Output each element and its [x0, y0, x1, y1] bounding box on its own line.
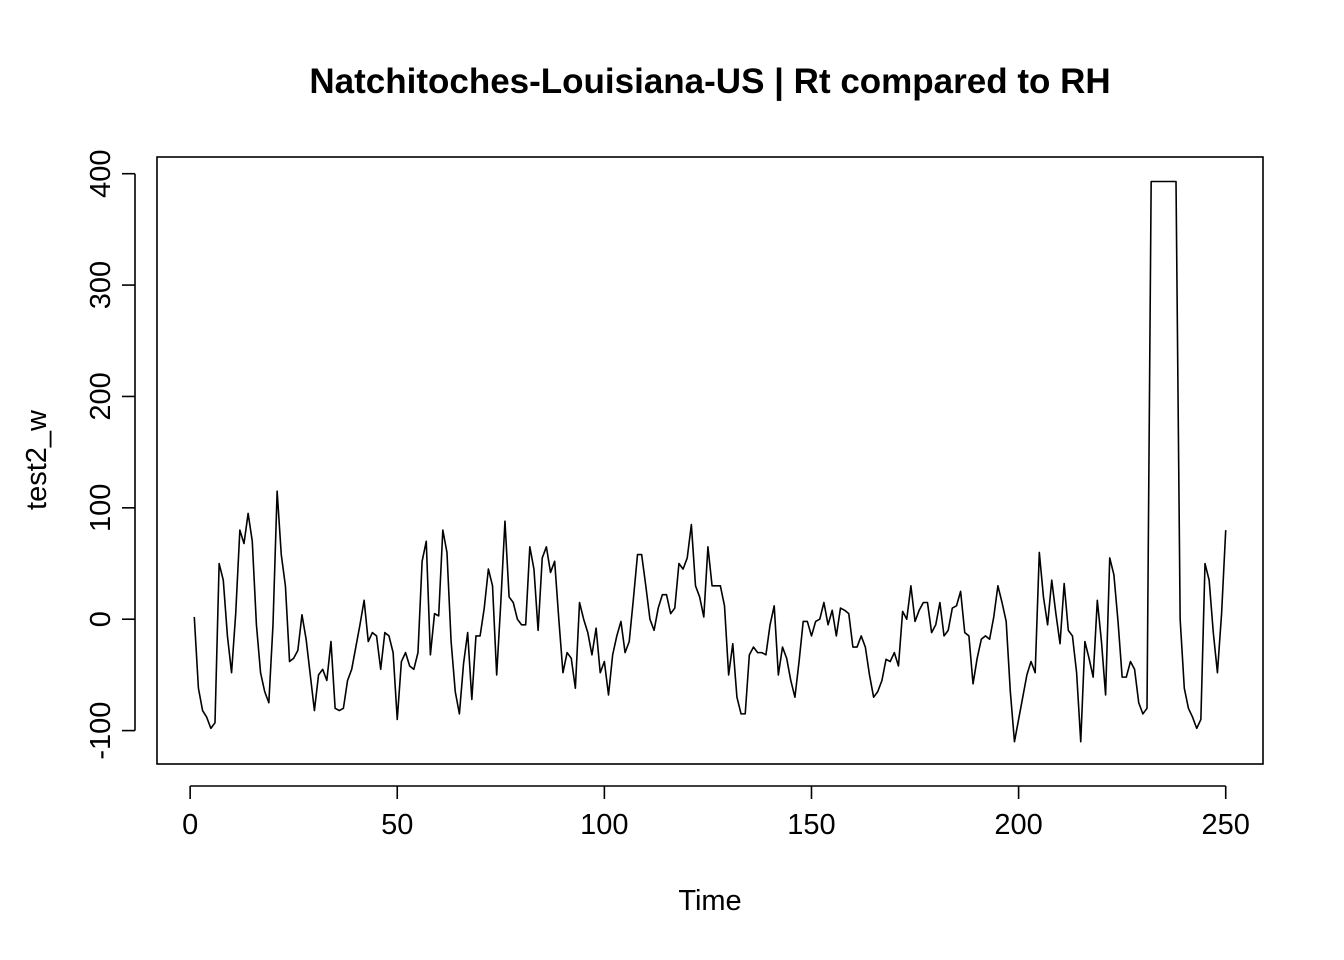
- series-points: [193, 181, 1226, 743]
- y-axis-label: test2_w: [21, 409, 53, 510]
- y-tick-label: 400: [85, 150, 117, 198]
- y-tick-label: 200: [85, 372, 117, 420]
- x-axis-label: Time: [678, 885, 741, 917]
- x-tick-label: 0: [182, 809, 198, 841]
- y-axis: -100 0 100 200 300 400: [85, 150, 136, 760]
- plot-frame: [156, 156, 1264, 765]
- x-tick-label: 50: [381, 809, 413, 841]
- series-line: [193, 180, 1227, 743]
- x-axis: 0 50 100 150 200 250: [182, 785, 1250, 841]
- x-tick-label: 200: [994, 809, 1042, 841]
- y-tick-label: -100: [85, 702, 117, 760]
- x-tick-label: 250: [1202, 809, 1250, 841]
- x-tick-label: 100: [580, 809, 628, 841]
- y-tick-label: 100: [85, 484, 117, 532]
- chart-title: Natchitoches-Louisiana-US | Rt compared …: [309, 62, 1110, 101]
- y-tick-label: 0: [85, 611, 117, 627]
- x-tick-label: 150: [787, 809, 835, 841]
- y-tick-label: 300: [85, 261, 117, 309]
